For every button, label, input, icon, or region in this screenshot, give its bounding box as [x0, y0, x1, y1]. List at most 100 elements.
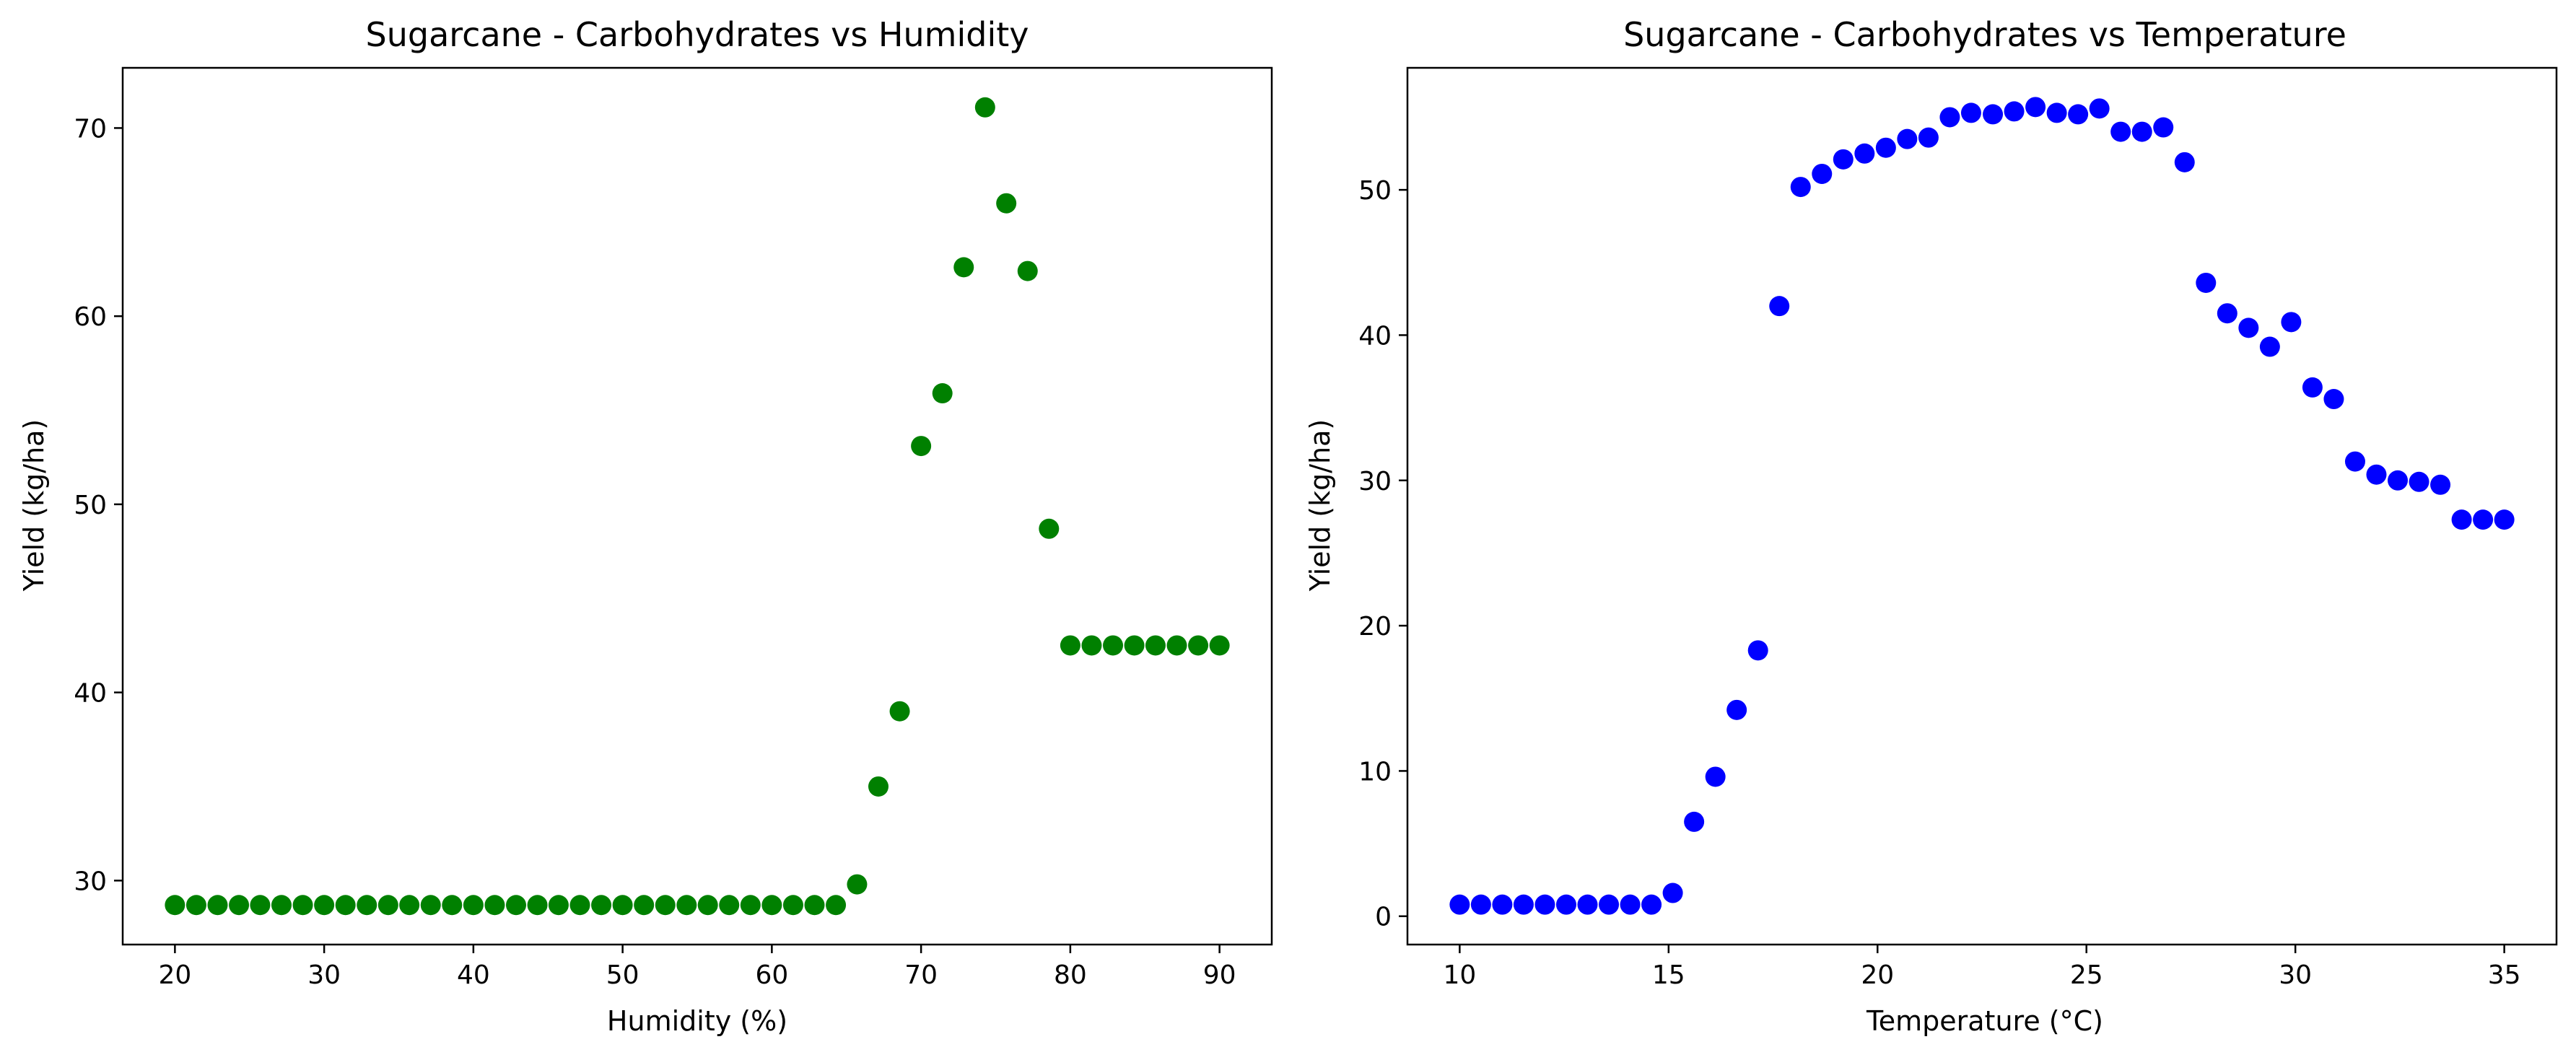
data-point: [1983, 104, 2004, 125]
data-point: [2068, 104, 2089, 125]
plot-frame: [1406, 66, 2558, 946]
x-tick-label: 90: [1203, 960, 1236, 990]
data-point: [911, 436, 932, 457]
data-point: [1833, 149, 1854, 170]
data-point: [2430, 474, 2451, 495]
data-point: [2025, 97, 2046, 118]
data-point: [2217, 303, 2237, 324]
x-tick-label: 35: [2488, 960, 2521, 990]
data-points: [1449, 97, 2515, 915]
data-point: [1577, 894, 1598, 915]
x-tick-label: 20: [158, 960, 191, 990]
data-point: [2110, 121, 2131, 142]
data-point: [974, 97, 995, 118]
data-point: [2004, 101, 2025, 122]
x-tick-label: 20: [1861, 960, 1894, 990]
data-point: [740, 895, 761, 916]
data-point: [569, 895, 590, 916]
data-point: [271, 895, 292, 916]
y-tick-label: 50: [74, 491, 107, 520]
data-point: [1060, 635, 1080, 656]
y-tick-label: 40: [1358, 321, 1392, 351]
data-point: [1039, 518, 1060, 539]
data-point: [719, 895, 740, 916]
y-tick-label: 30: [74, 867, 107, 896]
data-point: [804, 895, 825, 916]
data-point: [676, 895, 697, 916]
data-point: [229, 895, 250, 916]
data-point: [548, 895, 569, 916]
x-axis-label: Temperature (°C): [1866, 1005, 2103, 1037]
data-point: [1918, 127, 1939, 148]
data-point: [357, 895, 377, 916]
data-point: [761, 895, 782, 916]
data-point: [207, 895, 228, 916]
data-point: [826, 895, 847, 916]
data-point: [463, 895, 484, 916]
data-point: [655, 895, 676, 916]
data-point: [1620, 894, 1641, 915]
data-point: [314, 895, 335, 916]
data-point: [442, 895, 463, 916]
data-point: [1124, 635, 1145, 656]
y-tick-label: 20: [1358, 612, 1392, 641]
data-point: [1513, 894, 1534, 915]
x-tick-label: 25: [2070, 960, 2103, 990]
data-points: [165, 97, 1230, 916]
data-point: [1103, 635, 1124, 656]
data-point: [185, 895, 206, 916]
x-tick-label: 60: [755, 960, 788, 990]
x-tick-label: 80: [1054, 960, 1087, 990]
data-point: [1449, 894, 1470, 915]
y-tick-label: 60: [74, 302, 107, 332]
y-tick-label: 50: [1358, 176, 1392, 206]
data-point: [1209, 635, 1230, 656]
chart-title: Sugarcane - Carbohydrates vs Humidity: [366, 15, 1029, 54]
y-tick-label: 0: [1375, 903, 1392, 932]
data-point: [1897, 128, 1918, 149]
axis-ticks: 20 30 40 50 60 70 80 90 30 40 50 60 70: [74, 114, 1236, 990]
data-point: [1812, 163, 1833, 184]
plot-frame: [121, 66, 1273, 946]
data-point: [1492, 894, 1513, 915]
x-tick-label: 10: [1443, 960, 1476, 990]
data-point: [1960, 102, 1981, 123]
data-point: [420, 895, 441, 916]
data-point: [2131, 121, 2152, 142]
data-point: [1939, 107, 1960, 128]
x-axis-label: Humidity (%): [607, 1005, 787, 1037]
data-point: [292, 895, 313, 916]
data-point: [1081, 635, 1102, 656]
data-point: [932, 383, 953, 404]
data-point: [2238, 317, 2259, 338]
x-tick-label: 70: [904, 960, 938, 990]
data-point: [1726, 699, 1747, 720]
data-point: [953, 257, 974, 278]
data-point: [591, 895, 612, 916]
data-point: [1662, 882, 1683, 903]
data-point: [2153, 117, 2174, 138]
x-tick-label: 15: [1652, 960, 1685, 990]
y-tick-label: 40: [74, 679, 107, 709]
y-tick-label: 30: [1358, 467, 1392, 496]
data-point: [847, 874, 868, 895]
y-axis-label: Yield (kg/ha): [1304, 419, 1336, 592]
data-point: [2089, 98, 2110, 119]
data-point: [1555, 894, 1576, 915]
data-point: [484, 895, 505, 916]
data-point: [1534, 894, 1555, 915]
y-tick-label: 70: [74, 114, 107, 144]
data-point: [2302, 377, 2323, 398]
y-axis-label: Yield (kg/ha): [18, 419, 50, 592]
data-point: [1854, 143, 1875, 164]
data-point: [1166, 635, 1187, 656]
x-tick-label: 40: [457, 960, 490, 990]
data-point: [2344, 451, 2365, 472]
data-point: [377, 895, 398, 916]
data-point: [1599, 894, 1620, 915]
data-point: [1769, 296, 1790, 317]
axis-ticks: 10 15 20 25 30 35 0 10 20 30 40 50: [1358, 176, 2520, 990]
x-tick-label: 30: [2279, 960, 2312, 990]
data-point: [250, 895, 271, 916]
